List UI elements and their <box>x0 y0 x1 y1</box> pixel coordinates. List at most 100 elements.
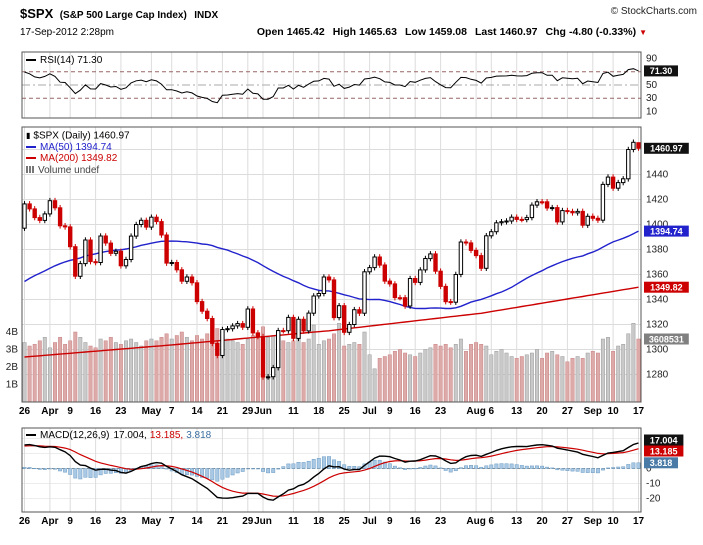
x-axis-label: Jun <box>254 516 272 527</box>
rsi-legend: RSI(14) 71.30 <box>26 55 102 66</box>
x-axis-label: Jun <box>254 406 272 417</box>
svg-text:1400: 1400 <box>646 220 669 231</box>
quote-chg-value: -4.80 (-0.33%) <box>568 26 637 38</box>
svg-text:1460.97: 1460.97 <box>650 144 683 154</box>
ma50-line-swatch-icon <box>26 145 36 148</box>
quote-last-value: 1460.97 <box>499 26 538 38</box>
x-axis-label: 27 <box>562 516 574 527</box>
main-legend: ▮ $SPX (Daily) 1460.97 MA(50) 1394.74 MA(… <box>26 130 130 176</box>
macd-legend-value-macd: 17.004, <box>113 430 147 441</box>
macd-legend-value-hist: 3.818 <box>186 430 212 441</box>
x-axis-label: 13 <box>511 406 523 417</box>
x-axis-label: Sep <box>584 406 602 417</box>
x-axis-label: 16 <box>90 406 102 417</box>
x-axis-label: Sep <box>584 516 602 527</box>
rsi-line-swatch-icon <box>26 59 36 62</box>
svg-text:50: 50 <box>646 80 658 91</box>
x-axis-label: 14 <box>191 406 203 417</box>
quote-open-label: Open <box>256 26 284 38</box>
svg-text:1340: 1340 <box>646 295 669 306</box>
x-axis-label: 23 <box>115 406 127 417</box>
svg-text:-20: -20 <box>646 494 661 505</box>
main-legend-symbol: $SPX (Daily) 1460.97 <box>33 130 130 142</box>
x-axis-label: 17 <box>633 406 645 417</box>
x-axis-label: Aug <box>466 406 485 417</box>
svg-text:30: 30 <box>646 93 658 104</box>
svg-text:1360: 1360 <box>646 270 669 281</box>
svg-text:4B: 4B <box>6 327 19 338</box>
x-axis-label: 6 <box>489 516 495 527</box>
ma200-line-swatch-icon <box>26 157 36 160</box>
x-axis-label: 6 <box>489 406 495 417</box>
copyright: © StockCharts.com <box>610 6 697 17</box>
x-axis-label: 16 <box>410 516 422 527</box>
svg-text:1280: 1280 <box>646 370 669 381</box>
svg-text:13.185: 13.185 <box>650 446 678 456</box>
symbol: $SPX <box>20 6 54 21</box>
x-axis-label: 9 <box>67 406 73 417</box>
change-down-arrow-icon: ▼ <box>639 28 647 37</box>
macd-legend: MACD(12,26,9) 17.004, 13.185, 3.818 <box>26 430 211 441</box>
title-row: $SPX (S&P 500 Large Cap Index) INDX <box>20 5 218 23</box>
quote-high-label: High <box>332 26 357 38</box>
svg-text:3B: 3B <box>6 345 19 356</box>
x-axis-label: 20 <box>537 516 549 527</box>
svg-text:71.30: 71.30 <box>650 66 673 76</box>
x-axis-label: Apr <box>41 406 58 417</box>
x-axis-row-2: 26 Apr 9 16 23 May 7 14 21 29 Jun 11 18 25 Jul 9 16 23 Aug… <box>19 516 645 527</box>
x-axis-label: 18 <box>313 406 325 417</box>
candlestick-icon: ▮ <box>26 131 31 140</box>
axis-badge <box>644 281 689 293</box>
quote-last-label: Last <box>474 26 497 38</box>
x-axis-label: Apr <box>41 516 58 527</box>
x-axis-label: May <box>142 406 162 417</box>
svg-text:1B: 1B <box>6 380 19 391</box>
x-axis-label: 10 <box>608 406 620 417</box>
index-name: (S&P 500 Large Cap Index) <box>59 10 187 21</box>
svg-text:1420: 1420 <box>646 195 669 206</box>
macd-legend-value-signal: 13.185, <box>149 430 184 441</box>
x-axis-row-1: 26 Apr 9 16 23 May 7 14 21 29 Jun 11 18 25 Jul 9 16 23 Aug… <box>19 406 645 417</box>
main-panel: 1460144014201400138013601340132013001280… <box>6 126 689 403</box>
svg-text:1380: 1380 <box>646 245 669 256</box>
svg-text:17.004: 17.004 <box>650 435 678 445</box>
rsi-line <box>24 68 639 104</box>
svg-text:10: 10 <box>646 106 658 117</box>
x-axis-label: 20 <box>537 406 549 417</box>
main-legend-ma200: MA(200) 1349.82 <box>40 153 118 164</box>
axis-badge <box>644 142 689 154</box>
x-axis-label: 26 <box>19 406 31 417</box>
svg-text:-10: -10 <box>646 479 661 490</box>
ma200-line <box>24 286 639 358</box>
svg-text:1394.74: 1394.74 <box>650 226 683 236</box>
x-axis-label: 29 <box>242 406 254 417</box>
x-axis-label: Jul <box>362 406 377 417</box>
x-axis-label: 16 <box>410 406 422 417</box>
svg-text:1320: 1320 <box>646 320 669 331</box>
x-axis-label: 23 <box>115 516 127 527</box>
quote-chg-label: Chg <box>545 26 566 38</box>
legend-row-ma50: MA(50) 1394.74 <box>26 142 130 154</box>
x-axis-label: 7 <box>169 406 175 417</box>
x-axis-label: 21 <box>217 516 229 527</box>
quote-low-value: 1459.08 <box>429 26 467 38</box>
x-axis-label: 25 <box>339 406 351 417</box>
x-axis-label: 14 <box>191 516 203 527</box>
svg-text:0: 0 <box>646 464 652 475</box>
x-axis-label: 26 <box>19 516 31 527</box>
x-axis-label: 9 <box>387 516 393 527</box>
x-axis-label: 23 <box>435 516 447 527</box>
svg-text:90: 90 <box>646 54 658 65</box>
svg-text:2B: 2B <box>6 362 19 373</box>
axis-badge <box>644 333 689 345</box>
macd-legend-name: MACD(12,26,9) <box>40 430 110 441</box>
quote-high-value: 1465.63 <box>359 26 397 38</box>
chart-datetime: 17-Sep-2012 2:28pm <box>20 27 114 38</box>
x-axis-label: 7 <box>169 516 175 527</box>
x-axis-label: Jul <box>362 516 377 527</box>
rsi-legend-label: RSI(14) 71.30 <box>40 55 103 66</box>
svg-text:3608531: 3608531 <box>649 334 684 344</box>
x-axis-label: 27 <box>562 406 574 417</box>
